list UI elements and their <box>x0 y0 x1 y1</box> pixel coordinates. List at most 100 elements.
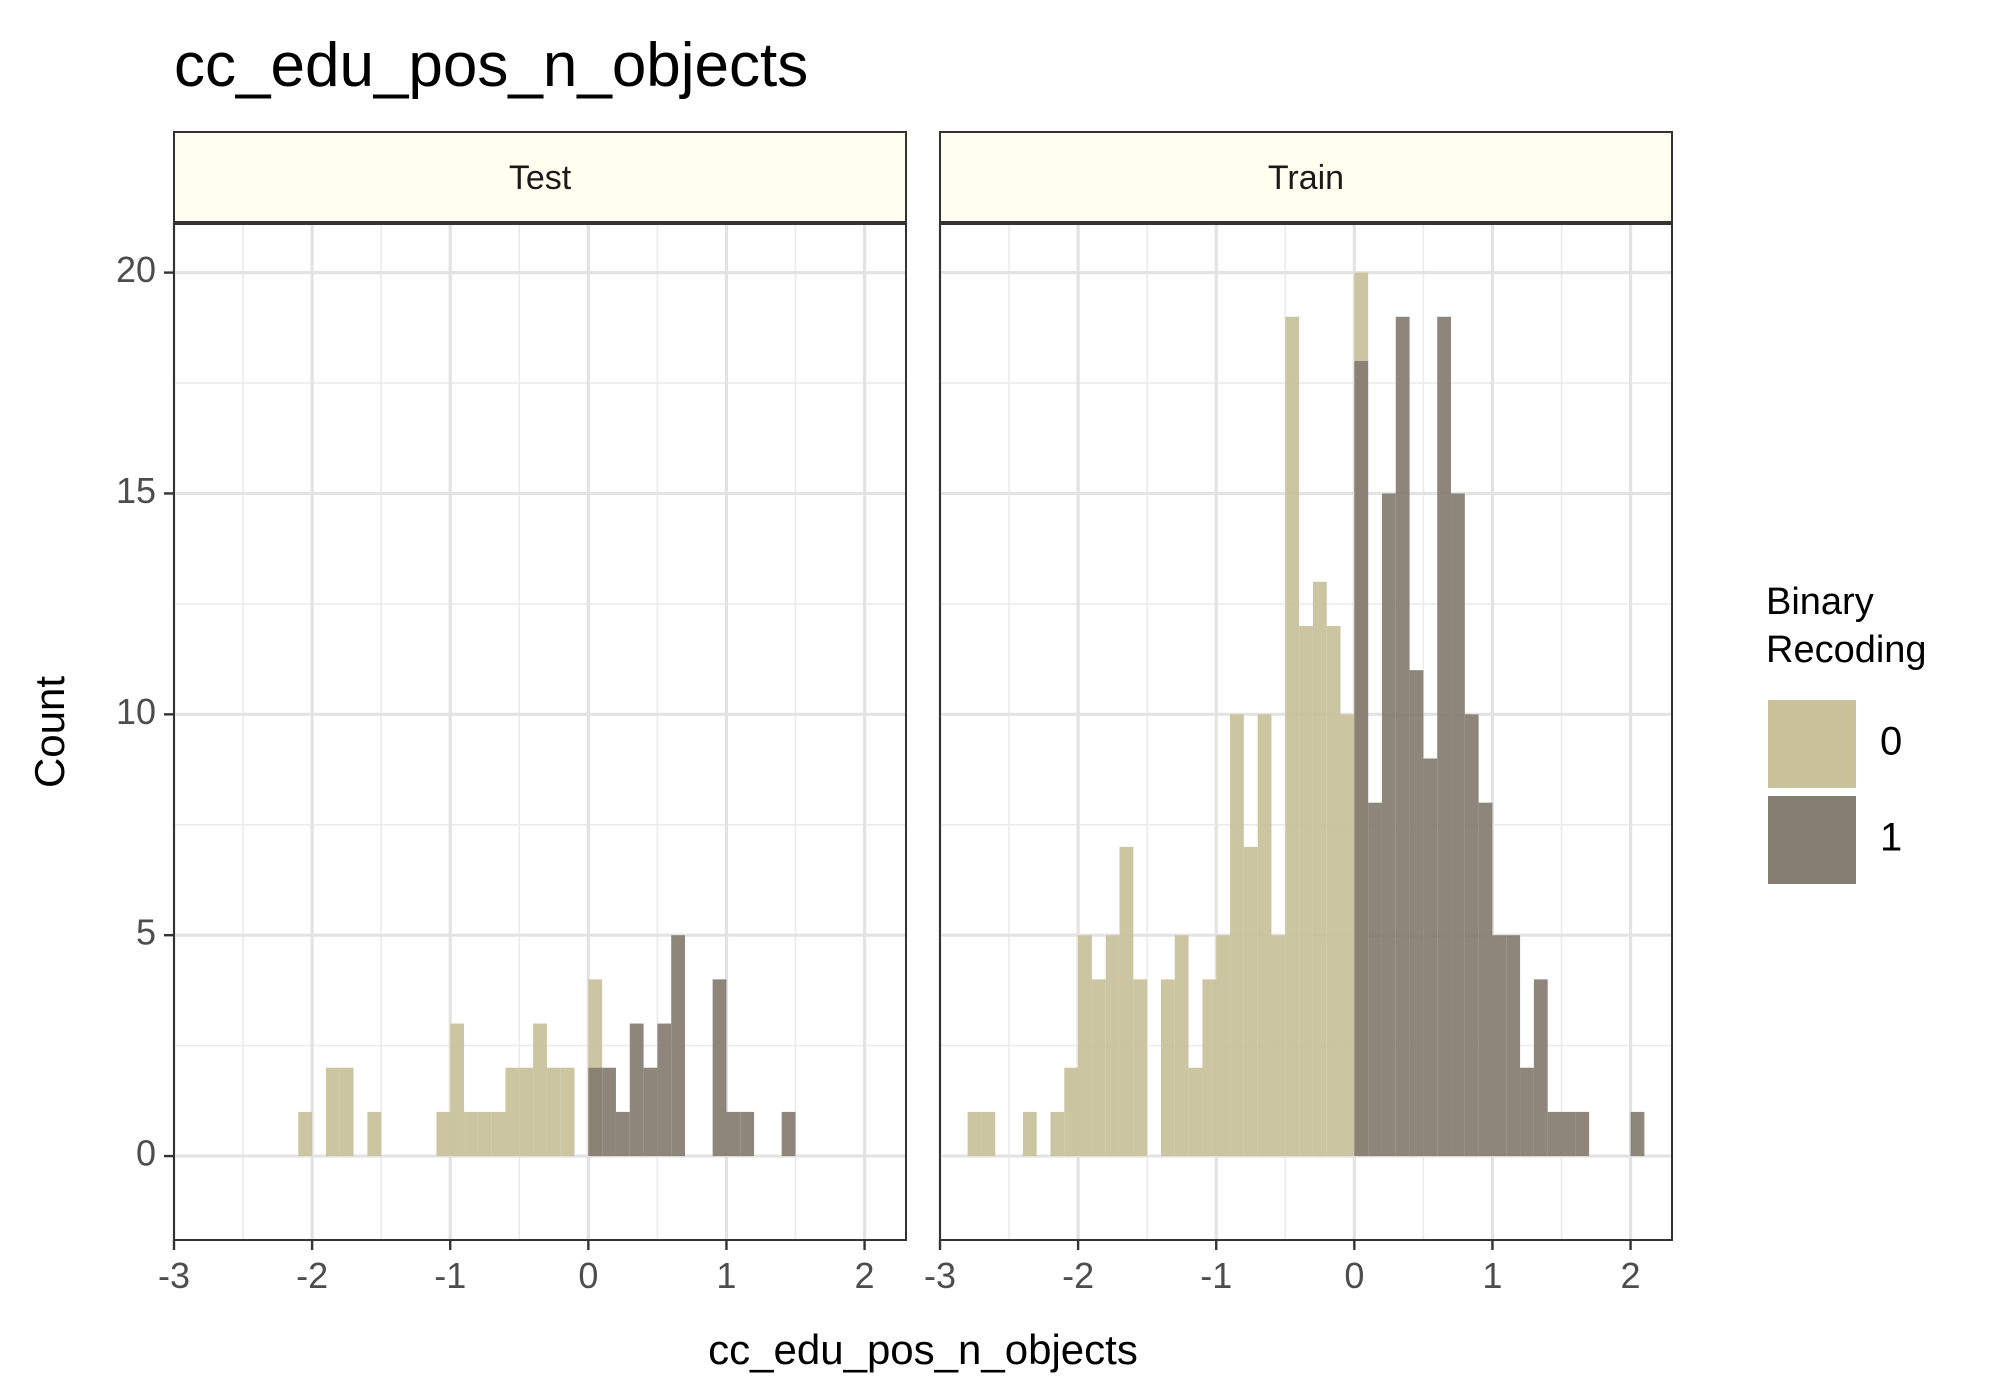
bar-train-series-0 <box>1202 979 1217 1157</box>
bar-train-series-0 <box>1022 1111 1037 1157</box>
legend-key-1 <box>1768 796 1856 884</box>
bar-train-series-1 <box>1478 802 1493 1157</box>
y-tick-label: 15 <box>116 470 156 511</box>
bar-train-series-0 <box>1326 625 1341 1157</box>
x-tick-label: -2 <box>1062 1255 1094 1296</box>
bar-test-series-0 <box>519 1067 534 1157</box>
bar-test-series-0 <box>450 1023 465 1157</box>
bar-train-series-0 <box>1078 935 1092 1157</box>
x-tick-label: -3 <box>158 1255 190 1296</box>
y-tick-label: 5 <box>136 912 156 953</box>
x-tick-label: 1 <box>716 1255 736 1296</box>
y-axis: 0 5 10 15 20 <box>116 249 174 1174</box>
panel-test-border <box>173 223 907 1241</box>
panel-test-x-axis: -3 -2 -1 0 1 2 <box>158 1240 875 1296</box>
bar-test-series-1 <box>629 1023 644 1157</box>
bar-test-series-0 <box>298 1111 313 1157</box>
bar-test-series-1 <box>781 1111 796 1157</box>
bar-train-series-0 <box>1271 935 1286 1157</box>
bar-train-series-1 <box>1533 979 1548 1157</box>
bar-train-series-0 <box>1160 979 1175 1157</box>
legend-key-0 <box>1768 700 1856 788</box>
bar-train-series-0 <box>1285 316 1300 1157</box>
bar-train-series-0 <box>1050 1111 1065 1157</box>
panel-train-border <box>939 223 1673 1241</box>
y-axis-title: Count <box>26 676 73 788</box>
legend-title: Binary Recoding <box>1766 581 1927 671</box>
chart-title: cc_edu_pos_n_objects <box>174 31 808 100</box>
bar-train-series-0 <box>1174 935 1189 1157</box>
strip-label-train: Train <box>1268 159 1344 197</box>
bar-train-series-0 <box>1230 714 1244 1157</box>
bar-train-series-0 <box>1091 979 1106 1157</box>
bar-train-series-1 <box>1575 1111 1590 1157</box>
bar-test-series-1 <box>712 979 727 1157</box>
bar-train-series-1 <box>1492 935 1507 1157</box>
legend-title-line-1: Binary <box>1766 581 1874 623</box>
bar-train-series-0 <box>1312 581 1327 1157</box>
bar-test-series-0 <box>560 1067 575 1157</box>
bar-test-series-0 <box>325 1067 340 1157</box>
x-tick-label: -3 <box>924 1255 956 1296</box>
panel-train-x-axis: -3 -2 -1 0 1 2 <box>924 1240 1641 1296</box>
x-tick-label: -1 <box>434 1255 466 1296</box>
x-tick-label: 2 <box>855 1255 875 1296</box>
bar-train-series-1 <box>1354 360 1369 1157</box>
bar-test-series-0 <box>546 1067 561 1157</box>
bar-train-series-1 <box>1520 1067 1534 1157</box>
x-tick-label: -1 <box>1200 1255 1232 1296</box>
bar-test-series-1 <box>657 1023 672 1157</box>
bar-train-series-0 <box>1216 935 1231 1157</box>
x-tick-label: 2 <box>1621 1255 1641 1296</box>
x-tick-label: 0 <box>1344 1255 1364 1296</box>
y-tick-label: 20 <box>116 249 156 290</box>
bar-train-series-1 <box>1547 1111 1562 1157</box>
bar-test-series-0 <box>436 1111 451 1157</box>
bar-test-series-0 <box>505 1067 520 1157</box>
bar-train-series-0 <box>1243 846 1258 1157</box>
legend: Binary Recoding 0 1 <box>1766 581 1927 884</box>
bar-train-series-0 <box>1105 935 1120 1157</box>
y-tick-label: 10 <box>116 691 156 732</box>
x-axis-title: cc_edu_pos_n_objects <box>708 1326 1138 1373</box>
bar-train-series-1 <box>1395 316 1410 1157</box>
panel-train-bars <box>967 272 1645 1157</box>
legend-label-0: 0 <box>1880 720 1902 764</box>
bar-train-series-1 <box>1423 758 1438 1157</box>
bar-train-series-1 <box>1437 316 1452 1157</box>
bar-test-series-1 <box>643 1067 658 1157</box>
bar-test-series-1 <box>602 1067 616 1157</box>
bar-test-series-1 <box>740 1111 755 1157</box>
bar-test-series-0 <box>367 1111 382 1157</box>
bar-train-series-1 <box>1464 714 1479 1157</box>
panel-test-bars <box>298 935 796 1157</box>
panel-train: Train -3 -2 -1 0 1 2 <box>924 131 1673 1296</box>
bar-test-series-1 <box>588 1067 603 1157</box>
bar-train-series-0 <box>1299 625 1313 1157</box>
bar-train-series-0 <box>981 1111 996 1157</box>
bar-train-series-0 <box>967 1111 982 1157</box>
bar-train-series-1 <box>1630 1111 1645 1157</box>
legend-label-1: 1 <box>1880 816 1902 860</box>
bar-train-series-1 <box>1381 493 1396 1157</box>
strip-label-test: Test <box>509 159 572 197</box>
bar-train-series-1 <box>1409 670 1424 1157</box>
x-tick-label: 0 <box>578 1255 598 1296</box>
legend-title-line-2: Recoding <box>1766 629 1927 671</box>
y-tick-label: 0 <box>136 1133 156 1174</box>
strip-train-background <box>939 131 1673 223</box>
bar-train-series-0 <box>1257 714 1272 1157</box>
bar-train-series-0 <box>1119 846 1134 1157</box>
bar-test-series-1 <box>726 1111 741 1157</box>
bar-test-series-0 <box>533 1023 547 1157</box>
bar-test-series-0 <box>491 1111 506 1157</box>
bar-test-series-1 <box>671 935 686 1157</box>
x-tick-label: -2 <box>296 1255 328 1296</box>
bar-train-series-0 <box>1133 979 1148 1157</box>
bar-train-series-1 <box>1561 1111 1576 1157</box>
panel-test: Test -3 -2 -1 0 1 2 <box>158 131 907 1296</box>
bar-test-series-0 <box>339 1067 354 1157</box>
x-tick-label: 1 <box>1482 1255 1502 1296</box>
bar-test-series-0 <box>464 1111 478 1157</box>
